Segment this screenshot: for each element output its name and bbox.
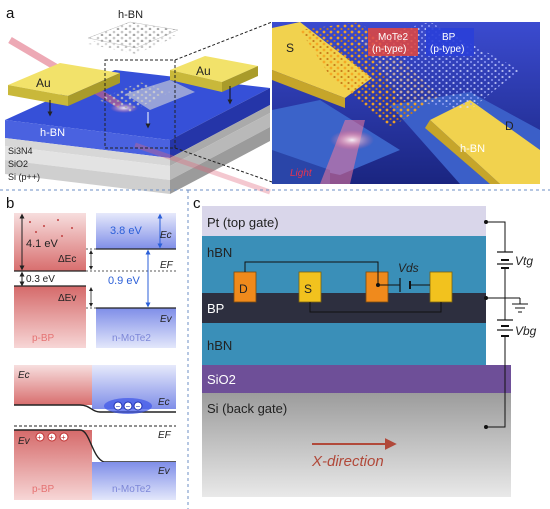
vds-battery [399, 278, 411, 292]
label-dev: ΔEv [58, 293, 76, 304]
si-label: Si (p++) [8, 172, 40, 182]
label-pbp-top: p-BP [32, 333, 55, 344]
panel-c: c Pt (top gate) hBN BP hBN SiO2 Si (back… [188, 189, 550, 497]
bp-label: BP [207, 301, 224, 316]
wiring [244, 261, 442, 313]
zoom-bp-type: (p-type) [430, 44, 464, 55]
zoom-box [104, 59, 176, 149]
mote2-conduction-region [96, 213, 176, 249]
label-ev-left: Ev [18, 436, 31, 447]
gate-circuit [486, 221, 521, 428]
svg-text:+: + [49, 433, 54, 442]
node-top-gate [484, 220, 488, 224]
zoom-d-label: D [505, 119, 514, 133]
node-vds [376, 283, 380, 287]
panel-c-label: c [193, 195, 201, 212]
pt-label: Pt (top gate) [207, 215, 279, 230]
label-03ev: 0.3 eV [26, 274, 55, 285]
electrode-4 [429, 271, 453, 303]
mote2-valence-region [96, 308, 176, 348]
node-bp [484, 296, 488, 300]
bp-electron-dots [29, 219, 73, 237]
flake-mote2 [125, 80, 195, 110]
si3n4-label: Si3N4 [8, 146, 33, 156]
ec-bent-line [14, 404, 176, 413]
mote2-tag [368, 28, 418, 56]
ev-bent-line [14, 429, 176, 463]
hbn-floating-flake [87, 21, 179, 54]
source-label: S [304, 282, 312, 296]
svg-text:+: + [61, 433, 66, 442]
laser-beam-lower [134, 142, 271, 195]
zoom-s-label: S [286, 41, 294, 55]
label-09ev: 0.9 eV [108, 275, 140, 287]
svg-text:+: + [37, 433, 42, 442]
zoom-mote2-type: (n-type) [372, 44, 406, 55]
vtg-label: Vtg [515, 254, 533, 268]
zoom-bp-label: BP [442, 32, 456, 43]
vbg-label: Vbg [515, 324, 537, 338]
label-ev-top: Ev [160, 314, 173, 325]
svg-text:−: − [136, 402, 141, 411]
zoom-line-bottom [174, 147, 273, 183]
zoom-hbn-label: h-BN [460, 143, 485, 155]
vds-label: Vds [398, 261, 419, 275]
label-ec-right: Ec [158, 397, 170, 408]
label-41ev: 4.1 eV [26, 238, 58, 250]
ground-icon [512, 303, 528, 313]
hbn-bottom-label: hBN [207, 338, 232, 353]
hbn-top-label: hBN [207, 245, 232, 260]
drain-label: D [239, 282, 248, 296]
label-mote2-bottom: n-MoTe2 [112, 484, 151, 495]
sio2-c-label: SiO2 [207, 372, 236, 387]
bp-ev-region-bent [14, 430, 92, 500]
au-right-label: Au [196, 64, 211, 78]
bp-valence-region [14, 286, 86, 348]
zoom-light-label: Light [290, 168, 313, 179]
hole-circles: + + + [35, 432, 69, 442]
svg-text:−: − [126, 402, 131, 411]
electron-circles: − − − [113, 401, 143, 411]
zoom-line-top [174, 21, 273, 61]
zoom-mote2-label: MoTe2 [378, 32, 408, 43]
pt-layer [202, 206, 486, 236]
hbn-bottom-layer [202, 323, 486, 365]
au-electrode-right [170, 56, 258, 92]
au-left-label: Au [36, 76, 51, 90]
bp-ec-region-bent [14, 365, 92, 405]
sio2-layer [202, 365, 511, 393]
panel-b-label: b [6, 195, 14, 212]
electrode-3 [365, 271, 389, 303]
label-dec: ΔEc [58, 254, 76, 265]
vtg-battery [497, 251, 513, 269]
hbn-flake-label: h-BN [118, 9, 143, 21]
svg-text:−: − [116, 402, 121, 411]
bp-conduction-region [14, 213, 86, 271]
label-ef-top: EF [160, 260, 174, 271]
label-mote2-top: n-MoTe2 [112, 333, 151, 344]
node-back-gate [484, 425, 488, 429]
label-ec-top: Ec [160, 230, 172, 241]
mote2-ev-region-bent [92, 462, 176, 500]
panel-a: a Au [5, 5, 540, 195]
label-38ev: 3.8 eV [110, 225, 142, 237]
hbn-layer-label: h-BN [40, 127, 65, 139]
panel-b: b 4.1 eV 3.8 eV 0.3 eV 0.9 eV ΔEc ΔEv Ec… [0, 189, 189, 509]
sio2-label: SiO2 [8, 159, 28, 169]
si-c-label: Si (back gate) [207, 401, 287, 416]
label-pbp-bottom: p-BP [32, 484, 55, 495]
x-direction-label: X-direction [311, 453, 384, 470]
label-ev-right: Ev [158, 466, 171, 477]
au-electrode-left [8, 63, 120, 106]
panel-a-label: a [6, 5, 15, 22]
label-ec-left: Ec [18, 370, 30, 381]
light-glow [330, 130, 374, 150]
label-ef-bent: EF [158, 430, 172, 441]
vbg-battery [497, 319, 513, 337]
bp-tag [426, 28, 474, 56]
